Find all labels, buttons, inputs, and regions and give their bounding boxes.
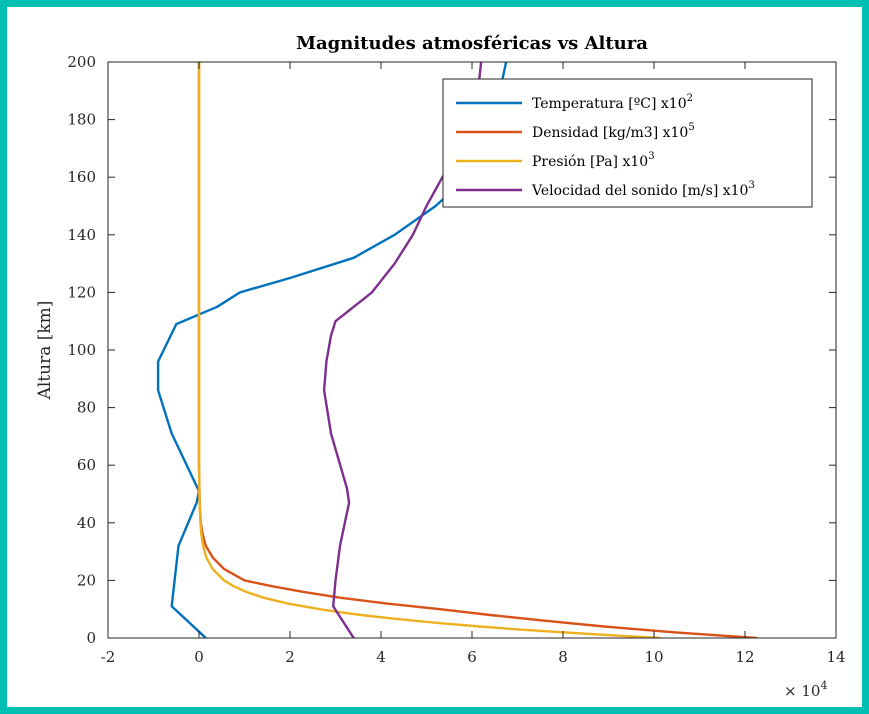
legend-box — [442, 78, 813, 208]
legend-entry: Densidad [kg/m3] x105 — [532, 122, 695, 141]
x-exponent-label: × 104 — [784, 679, 827, 700]
y-tick-label: 180 — [67, 111, 96, 129]
x-exponent-base: × 10 — [784, 682, 820, 700]
chart-title: Magnitudes atmosféricas vs Altura — [296, 33, 648, 54]
y-tick-label: 160 — [67, 168, 96, 186]
y-tick-label: 20 — [77, 571, 96, 589]
x-tick-label: 4 — [376, 648, 386, 666]
y-tick-label: 100 — [67, 341, 96, 359]
x-tick-label: 8 — [558, 648, 568, 666]
y-axis-label: Altura [km] — [35, 301, 55, 401]
series-line-2 — [197, 62, 662, 638]
legend-entry: Temperatura [ºC] x102 — [532, 93, 693, 112]
x-tick-label: 12 — [735, 648, 754, 666]
legend-entry: Velocidad del sonido [m/s] x103 — [531, 180, 755, 199]
y-tick-label: 80 — [77, 399, 96, 417]
y-tick-label: 140 — [67, 226, 96, 244]
legend-entry: Presión [Pa] x103 — [532, 151, 655, 170]
x-tick-label: -2 — [101, 648, 116, 666]
x-tick-label: 14 — [826, 648, 845, 666]
y-tick-label: 0 — [86, 629, 96, 647]
y-tick-label: 60 — [77, 456, 96, 474]
series-line-3 — [322, 62, 483, 638]
x-tick-label: 2 — [285, 648, 295, 666]
legend: Temperatura [ºC] x102 Densidad [kg/m3] x1… — [442, 78, 813, 208]
x-tick-label: 6 — [467, 648, 477, 666]
x-tick-label: 10 — [644, 648, 663, 666]
y-tick-label: 40 — [77, 514, 96, 532]
y-tick-label: 200 — [67, 53, 96, 71]
x-exponent-power: 4 — [820, 679, 827, 692]
y-tick-label: 120 — [67, 283, 96, 301]
x-tick-label: 0 — [194, 648, 204, 666]
